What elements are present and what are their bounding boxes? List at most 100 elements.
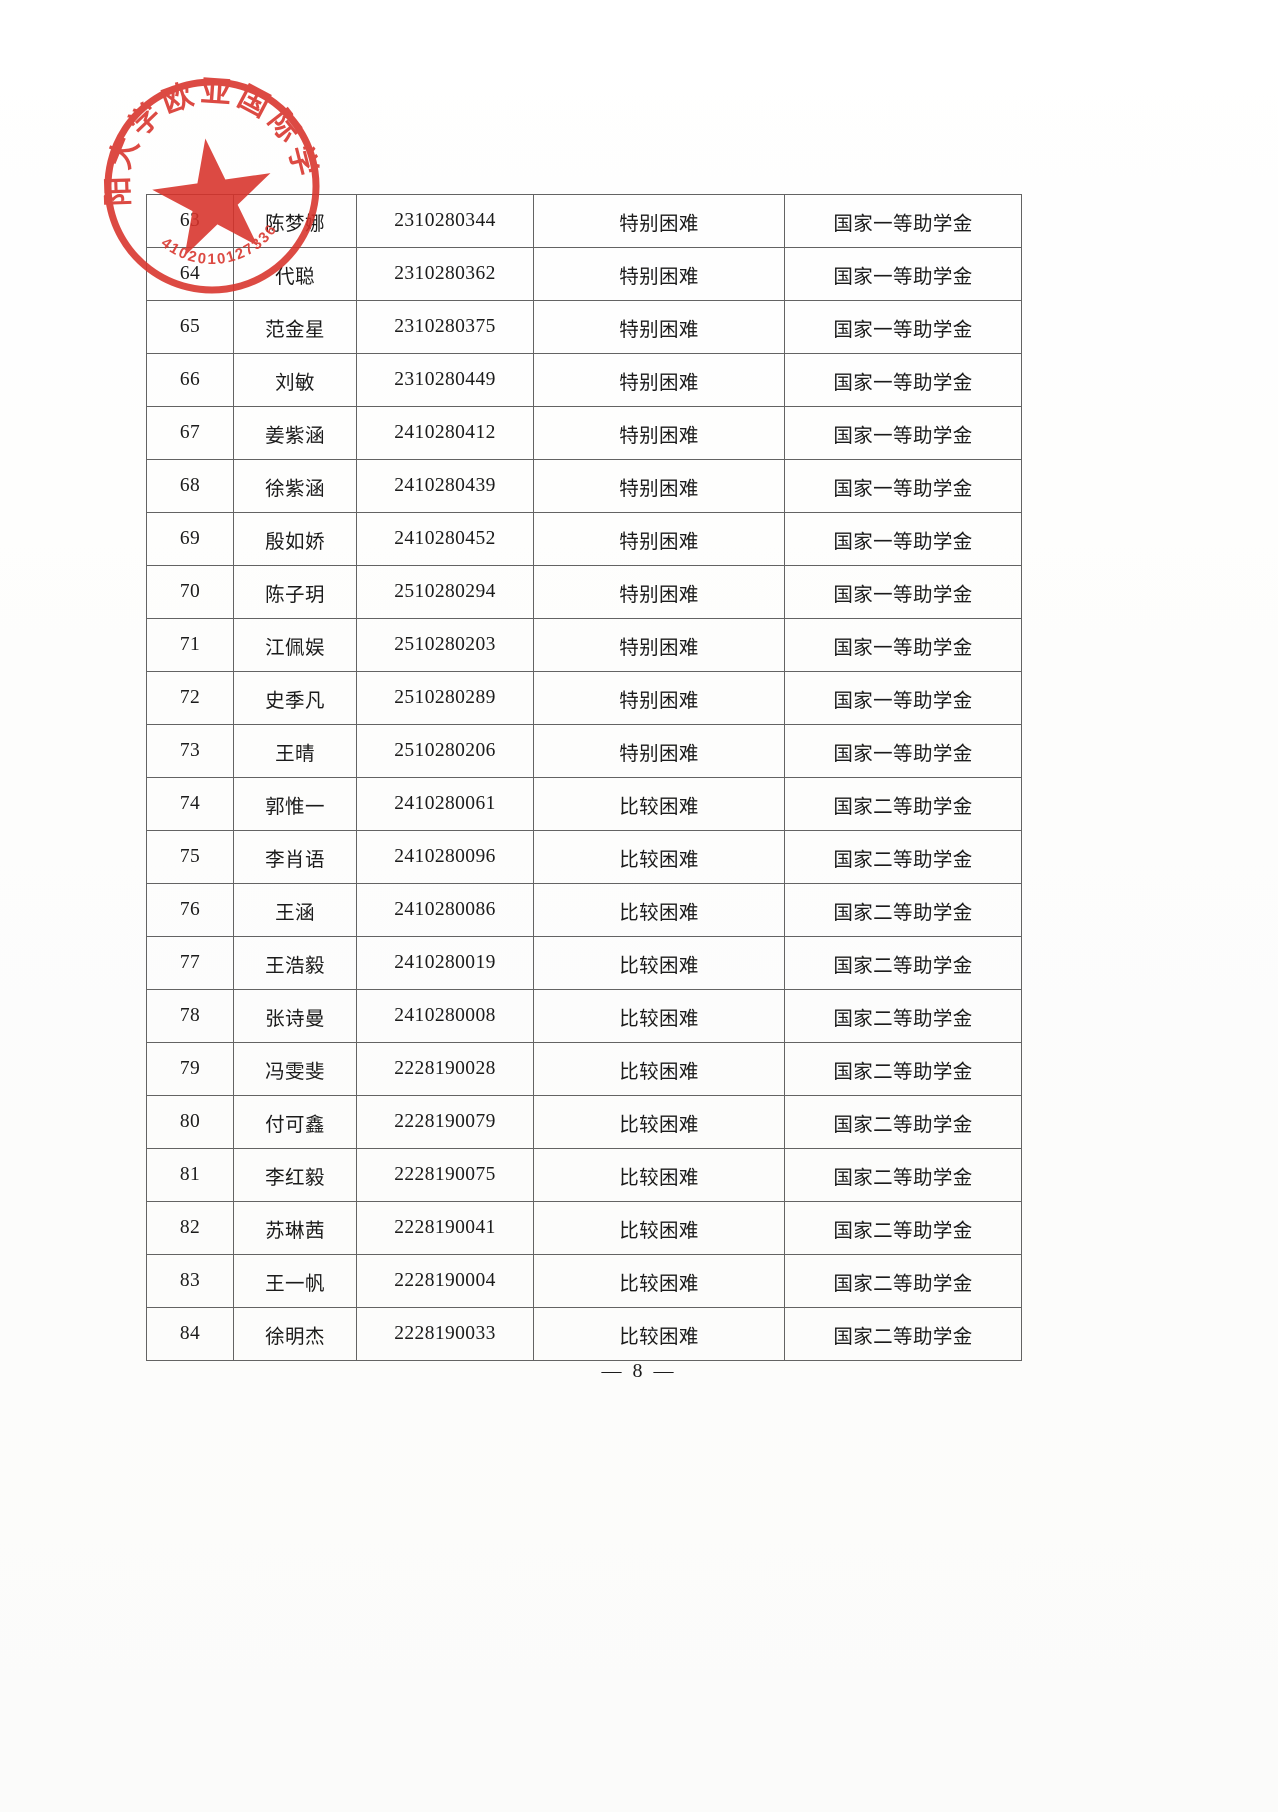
cell-student-name: 冯雯斐 xyxy=(233,1042,357,1096)
cell-difficulty-level: 比较困难 xyxy=(533,1307,785,1361)
cell-award-type: 国家二等助学金 xyxy=(784,830,1022,884)
cell-student-name: 徐明杰 xyxy=(233,1307,357,1361)
cell-student-id: 2410280096 xyxy=(356,830,534,884)
cell-difficulty-level: 特别困难 xyxy=(533,671,785,725)
cell-serial-number: 70 xyxy=(146,565,234,619)
cell-student-name: 史季凡 xyxy=(233,671,357,725)
table-row: 65 范金星 2310280375 特别困难 国家一等助学金 xyxy=(146,300,1022,354)
cell-award-type: 国家一等助学金 xyxy=(784,724,1022,778)
cell-difficulty-level: 特别困难 xyxy=(533,618,785,672)
table-row: 73 王晴 2510280206 特别困难 国家一等助学金 xyxy=(146,724,1022,778)
table-row: 67 姜紫涵 2410280412 特别困难 国家一等助学金 xyxy=(146,406,1022,460)
cell-student-id: 2410280008 xyxy=(356,989,534,1043)
cell-award-type: 国家二等助学金 xyxy=(784,777,1022,831)
cell-serial-number: 78 xyxy=(146,989,234,1043)
table-row: 71 江佩娱 2510280203 特别困难 国家一等助学金 xyxy=(146,618,1022,672)
cell-student-name: 郭惟一 xyxy=(233,777,357,831)
cell-award-type: 国家一等助学金 xyxy=(784,565,1022,619)
cell-student-id: 2228190004 xyxy=(356,1254,534,1308)
cell-award-type: 国家二等助学金 xyxy=(784,883,1022,937)
cell-student-id: 2228190075 xyxy=(356,1148,534,1202)
cell-student-id: 2510280294 xyxy=(356,565,534,619)
cell-student-name: 江佩娱 xyxy=(233,618,357,672)
cell-serial-number: 65 xyxy=(146,300,234,354)
table-row: 77 王浩毅 2410280019 比较困难 国家二等助学金 xyxy=(146,936,1022,990)
cell-difficulty-level: 比较困难 xyxy=(533,1042,785,1096)
cell-serial-number: 84 xyxy=(146,1307,234,1361)
roster-table-container: 63 陈梦娜 2310280344 特别困难 国家一等助学金 64 代聪 2310280362… xyxy=(146,194,1022,1361)
cell-difficulty-level: 比较困难 xyxy=(533,883,785,937)
table-row: 78 张诗曼 2410280008 比较困难 国家二等助学金 xyxy=(146,989,1022,1043)
cell-difficulty-level: 比较困难 xyxy=(533,1148,785,1202)
cell-student-name: 殷如娇 xyxy=(233,512,357,566)
cell-award-type: 国家一等助学金 xyxy=(784,459,1022,513)
table-row: 76 王涵 2410280086 比较困难 国家二等助学金 xyxy=(146,883,1022,937)
cell-student-name: 徐紫涵 xyxy=(233,459,357,513)
cell-award-type: 国家一等助学金 xyxy=(784,353,1022,407)
cell-serial-number: 75 xyxy=(146,830,234,884)
cell-student-id: 2228190028 xyxy=(356,1042,534,1096)
table-row: 63 陈梦娜 2310280344 特别困难 国家一等助学金 xyxy=(146,194,1022,248)
cell-difficulty-level: 比较困难 xyxy=(533,1254,785,1308)
cell-serial-number: 71 xyxy=(146,618,234,672)
cell-student-name: 李红毅 xyxy=(233,1148,357,1202)
cell-student-id: 2310280344 xyxy=(356,194,534,248)
cell-student-id: 2510280289 xyxy=(356,671,534,725)
roster-table: 63 陈梦娜 2310280344 特别困难 国家一等助学金 64 代聪 2310280362… xyxy=(146,194,1022,1361)
cell-student-name: 姜紫涵 xyxy=(233,406,357,460)
cell-award-type: 国家二等助学金 xyxy=(784,1042,1022,1096)
table-row: 81 李红毅 2228190075 比较困难 国家二等助学金 xyxy=(146,1148,1022,1202)
cell-difficulty-level: 特别困难 xyxy=(533,353,785,407)
cell-serial-number: 69 xyxy=(146,512,234,566)
cell-student-name: 李肖语 xyxy=(233,830,357,884)
page-number-footer: — 8 — xyxy=(601,1360,677,1382)
svg-text:信阳大学欧亚国际学院: 信阳大学欧亚国际学院 xyxy=(98,72,324,213)
cell-student-id: 2310280449 xyxy=(356,353,534,407)
cell-student-id: 2410280439 xyxy=(356,459,534,513)
cell-serial-number: 76 xyxy=(146,883,234,937)
cell-difficulty-level: 特别困难 xyxy=(533,459,785,513)
cell-award-type: 国家二等助学金 xyxy=(784,1201,1022,1255)
cell-difficulty-level: 比较困难 xyxy=(533,989,785,1043)
cell-difficulty-level: 特别困难 xyxy=(533,247,785,301)
cell-award-type: 国家一等助学金 xyxy=(784,512,1022,566)
table-row: 66 刘敏 2310280449 特别困难 国家一等助学金 xyxy=(146,353,1022,407)
cell-difficulty-level: 特别困难 xyxy=(533,194,785,248)
cell-serial-number: 68 xyxy=(146,459,234,513)
table-row: 79 冯雯斐 2228190028 比较困难 国家二等助学金 xyxy=(146,1042,1022,1096)
table-row: 69 殷如娇 2410280452 特别困难 国家一等助学金 xyxy=(146,512,1022,566)
table-row: 84 徐明杰 2228190033 比较困难 国家二等助学金 xyxy=(146,1307,1022,1361)
cell-student-id: 2310280362 xyxy=(356,247,534,301)
cell-student-name: 张诗曼 xyxy=(233,989,357,1043)
cell-difficulty-level: 特别困难 xyxy=(533,406,785,460)
cell-difficulty-level: 比较困难 xyxy=(533,777,785,831)
cell-student-name: 陈梦娜 xyxy=(233,194,357,248)
seal-arc-text: 信阳大学欧亚国际学院 xyxy=(98,72,324,213)
cell-serial-number: 79 xyxy=(146,1042,234,1096)
cell-student-id: 2310280375 xyxy=(356,300,534,354)
cell-difficulty-level: 比较困难 xyxy=(533,1201,785,1255)
roster-table-body: 63 陈梦娜 2310280344 特别困难 国家一等助学金 64 代聪 2310280362… xyxy=(146,194,1022,1361)
cell-award-type: 国家一等助学金 xyxy=(784,671,1022,725)
cell-student-id: 2510280206 xyxy=(356,724,534,778)
cell-difficulty-level: 比较困难 xyxy=(533,1095,785,1149)
cell-serial-number: 67 xyxy=(146,406,234,460)
cell-award-type: 国家二等助学金 xyxy=(784,1254,1022,1308)
cell-student-id: 2410280061 xyxy=(356,777,534,831)
cell-award-type: 国家一等助学金 xyxy=(784,194,1022,248)
cell-award-type: 国家一等助学金 xyxy=(784,300,1022,354)
cell-student-id: 2410280412 xyxy=(356,406,534,460)
cell-student-id: 2228190041 xyxy=(356,1201,534,1255)
cell-serial-number: 82 xyxy=(146,1201,234,1255)
cell-difficulty-level: 比较困难 xyxy=(533,936,785,990)
cell-student-name: 陈子玥 xyxy=(233,565,357,619)
table-row: 70 陈子玥 2510280294 特别困难 国家一等助学金 xyxy=(146,565,1022,619)
table-row: 64 代聪 2310280362 特别困难 国家一等助学金 xyxy=(146,247,1022,301)
cell-award-type: 国家一等助学金 xyxy=(784,247,1022,301)
cell-difficulty-level: 特别困难 xyxy=(533,512,785,566)
cell-student-id: 2410280086 xyxy=(356,883,534,937)
cell-difficulty-level: 比较困难 xyxy=(533,830,785,884)
cell-student-id: 2228190033 xyxy=(356,1307,534,1361)
cell-student-name: 王涵 xyxy=(233,883,357,937)
